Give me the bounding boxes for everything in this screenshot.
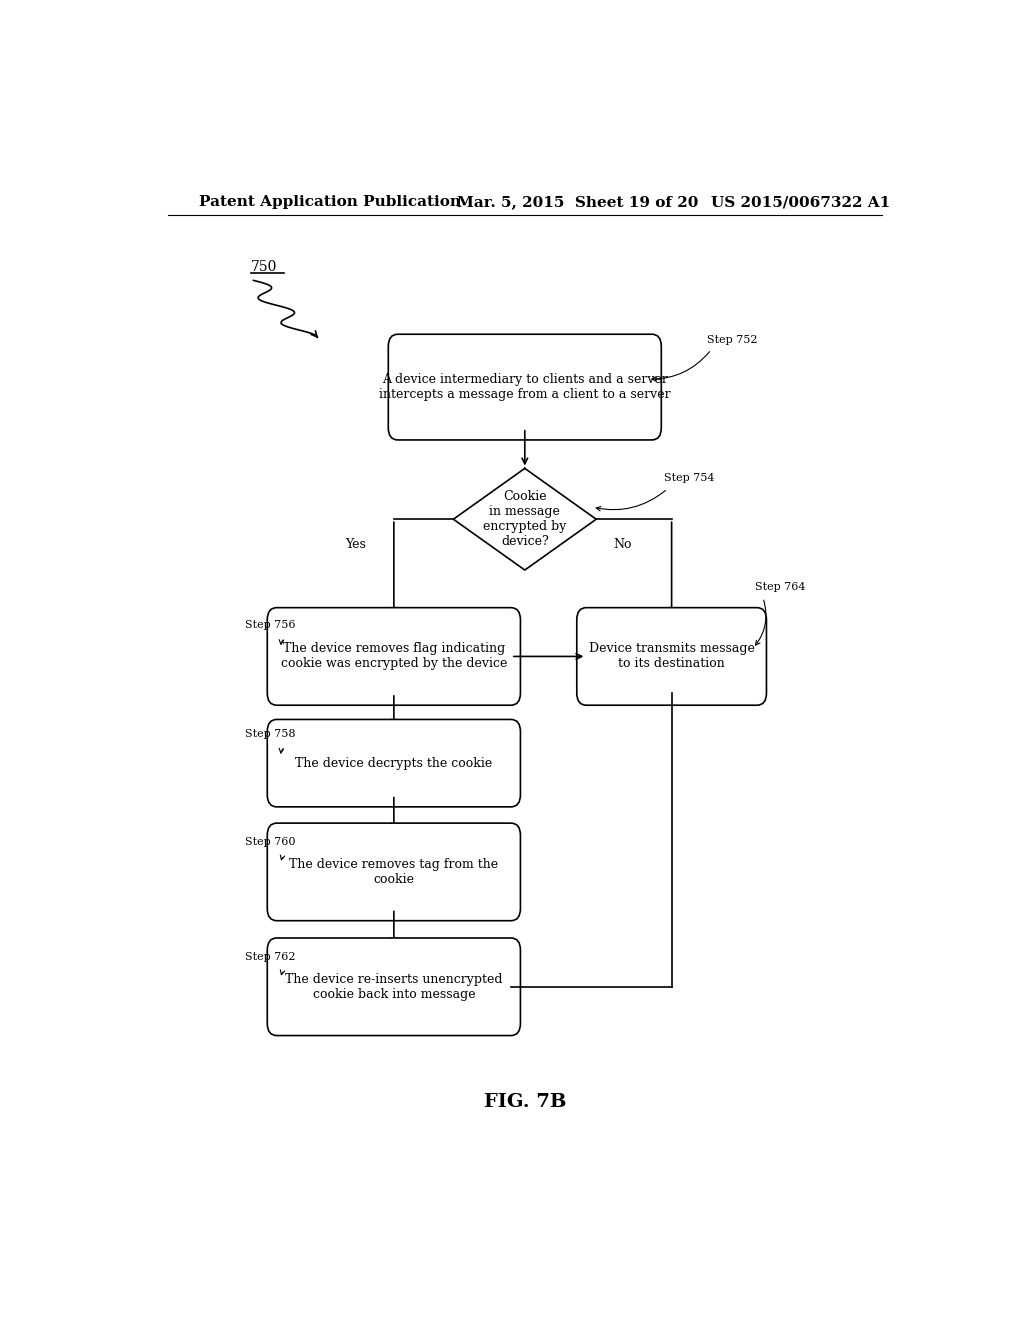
- Text: The device re-inserts unencrypted
cookie back into message: The device re-inserts unencrypted cookie…: [285, 973, 503, 1001]
- Text: Step 764: Step 764: [755, 582, 806, 593]
- Text: Step 760: Step 760: [246, 837, 296, 847]
- Text: Patent Application Publication: Patent Application Publication: [200, 195, 462, 209]
- Text: Mar. 5, 2015  Sheet 19 of 20: Mar. 5, 2015 Sheet 19 of 20: [458, 195, 698, 209]
- FancyBboxPatch shape: [267, 719, 520, 807]
- Text: Step 758: Step 758: [246, 729, 296, 739]
- FancyBboxPatch shape: [267, 939, 520, 1036]
- Text: 750: 750: [251, 260, 278, 275]
- Text: A device intermediary to clients and a server
intercepts a message from a client: A device intermediary to clients and a s…: [379, 374, 671, 401]
- Text: No: No: [613, 537, 632, 550]
- Text: US 2015/0067322 A1: US 2015/0067322 A1: [712, 195, 891, 209]
- Text: The device removes flag indicating
cookie was encrypted by the device: The device removes flag indicating cooki…: [281, 643, 507, 671]
- Text: FIG. 7B: FIG. 7B: [483, 1093, 566, 1110]
- Text: The device removes tag from the
cookie: The device removes tag from the cookie: [290, 858, 499, 886]
- FancyBboxPatch shape: [267, 607, 520, 705]
- Text: Step 754: Step 754: [664, 473, 714, 483]
- FancyBboxPatch shape: [267, 824, 520, 921]
- Text: Device transmits message
to its destination: Device transmits message to its destinat…: [589, 643, 755, 671]
- Text: The device decrypts the cookie: The device decrypts the cookie: [295, 756, 493, 770]
- FancyBboxPatch shape: [388, 334, 662, 440]
- Text: Step 752: Step 752: [708, 335, 758, 346]
- Text: Cookie
in message
encrypted by
device?: Cookie in message encrypted by device?: [483, 490, 566, 548]
- Text: Step 762: Step 762: [246, 952, 296, 962]
- Text: Step 756: Step 756: [246, 620, 296, 630]
- Text: Yes: Yes: [345, 537, 367, 550]
- FancyBboxPatch shape: [577, 607, 766, 705]
- Polygon shape: [454, 469, 596, 570]
